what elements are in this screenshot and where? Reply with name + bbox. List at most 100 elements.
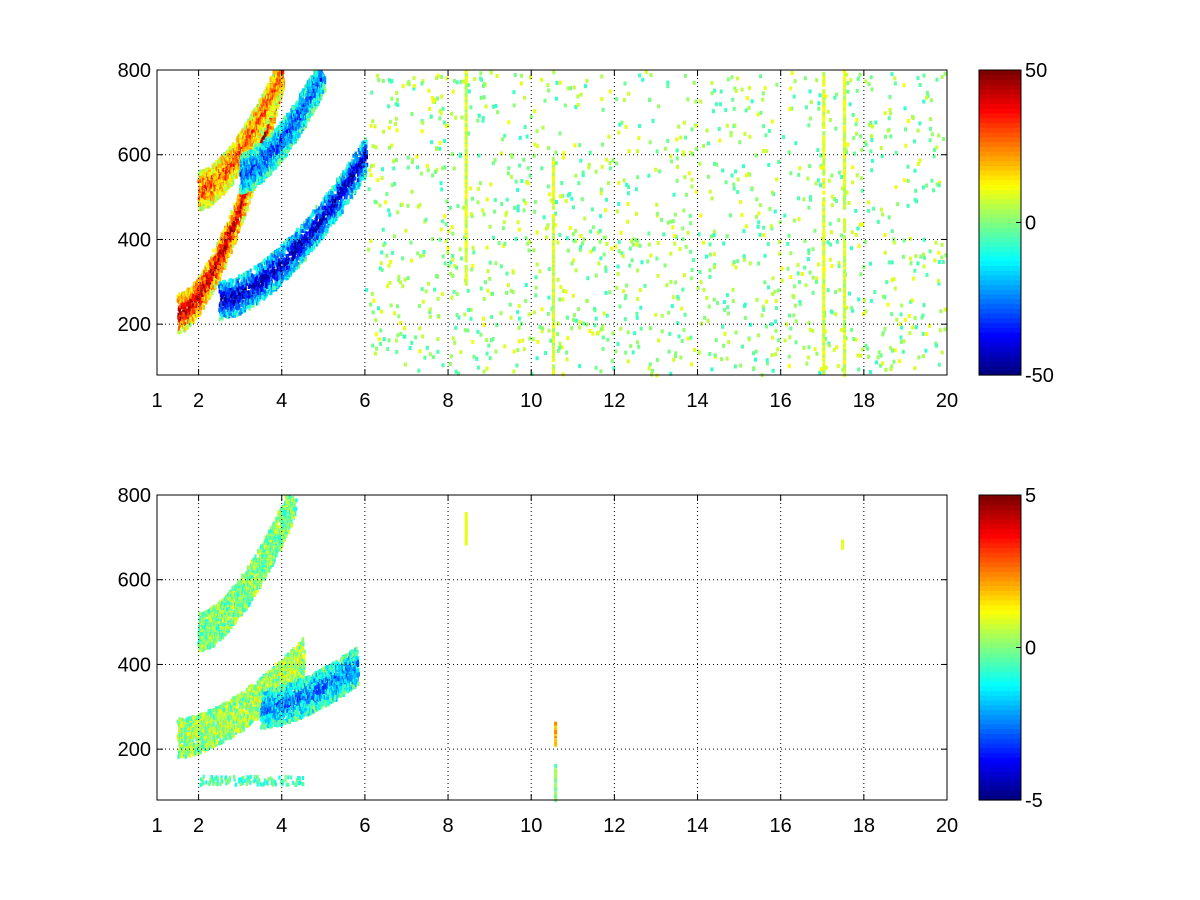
heatmap-cell: [278, 251, 281, 256]
heatmap-cell: [341, 210, 344, 214]
heatmap-cell: [333, 184, 336, 189]
heatmap-cell: [197, 291, 200, 296]
heatmap-cell: [205, 299, 208, 304]
heatmap-cell: [264, 266, 267, 271]
heatmap-cell: [237, 165, 240, 170]
heatmap-cell: [199, 310, 202, 315]
heatmap-cell: [364, 163, 368, 168]
heatmap-cell: [223, 282, 226, 287]
heatmap-cell: [339, 186, 342, 191]
heatmap-cell: [336, 199, 339, 204]
heatmap-cell: [224, 176, 227, 181]
heatmap-cell: [300, 248, 303, 253]
heatmap-cell: [205, 263, 208, 268]
heatmap-cell: [198, 292, 201, 297]
heatmap-cell: [186, 287, 189, 292]
heatmap-cell: [236, 291, 239, 296]
heatmap-cell: [259, 294, 262, 299]
heatmap-cell: [199, 306, 202, 311]
heatmap-cell: [178, 318, 181, 323]
heatmap-cells: [176, 70, 948, 378]
heatmap-cell: [333, 199, 336, 203]
heatmap-cell: [199, 278, 202, 283]
heatmap-cell: [271, 126, 274, 131]
heatmap-cell: [291, 243, 294, 248]
heatmap-cell: [331, 191, 334, 196]
heatmap-cell: [347, 199, 350, 204]
heatmap-cell: [287, 246, 290, 251]
heatmap-cell: [237, 194, 240, 199]
heatmap-cell: [331, 185, 334, 190]
heatmap-cell: [194, 291, 197, 296]
heatmap-cell: [338, 178, 341, 183]
heatmap-cell: [283, 252, 286, 257]
heatmap-cell: [275, 111, 278, 115]
heatmap-cell: [354, 170, 357, 175]
heatmap-cell: [176, 298, 179, 303]
heatmap-cell: [357, 157, 360, 162]
heatmap-cell: [181, 302, 185, 307]
heatmap-cell: [298, 239, 301, 244]
heatmap-cell: [271, 261, 275, 266]
heatmap-cell: [201, 276, 204, 280]
heatmap-cell: [193, 310, 196, 314]
heatmap-cell: [206, 272, 209, 276]
heatmap-cell: [238, 304, 241, 309]
heatmap-cell: [204, 284, 207, 289]
heatmap-cell: [180, 302, 183, 307]
heatmap-cell: [315, 204, 318, 209]
heatmap-cell: [188, 289, 191, 294]
heatmap-cell: [305, 233, 308, 238]
heatmap-cell: [184, 327, 187, 332]
heatmap-cell: [179, 300, 182, 305]
heatmap-cell: [179, 330, 182, 335]
heatmap-cell: [203, 270, 206, 275]
heatmap-cell: [331, 196, 334, 201]
heatmap-cell: [199, 299, 202, 304]
heatmap-cell: [218, 284, 221, 289]
heatmap-cell: [219, 179, 222, 184]
heatmap-cell: [217, 257, 220, 262]
heatmap-cell: [180, 320, 183, 325]
heatmap-cell: [193, 314, 196, 318]
heatmap-cell: [218, 317, 221, 322]
heatmap-cell: [271, 119, 274, 124]
heatmap-cell: [312, 209, 315, 214]
heatmap-cell: [177, 330, 180, 335]
heatmap-cell: [352, 166, 355, 171]
heatmap-cell: [181, 299, 184, 304]
heatmap-cell: [246, 204, 249, 209]
heatmap-cell: [203, 276, 206, 281]
heatmap-cell: [321, 225, 324, 230]
heatmap-cell: [194, 316, 197, 321]
heatmap-cell: [323, 232, 326, 237]
heatmap-cell: [221, 188, 224, 193]
heatmap-cell: [281, 275, 284, 280]
heatmap-cell: [199, 304, 202, 309]
heatmap-cell: [192, 316, 195, 321]
heatmap-cell: [322, 216, 325, 220]
heatmap-cell: [185, 314, 188, 319]
heatmap-cell: [188, 308, 191, 313]
heatmap-cell: [214, 284, 217, 288]
heatmap-cell: [365, 144, 368, 149]
heatmap-cell: [203, 296, 206, 301]
heatmap-cell: [326, 228, 329, 233]
heatmap-cell: [305, 225, 308, 230]
heatmap-cell: [184, 310, 187, 315]
heatmap-cell: [234, 232, 237, 237]
heatmap-cell: [277, 271, 280, 276]
heatmap-cell: [227, 309, 231, 314]
heatmap-cell: [182, 309, 185, 314]
heatmap-cell: [241, 285, 245, 289]
heatmap-cell: [202, 283, 205, 288]
heatmap-cell: [228, 253, 231, 257]
heatmap-cell: [179, 303, 182, 308]
heatmap-cell: [182, 327, 185, 332]
heatmap-cell: [196, 283, 199, 288]
heatmap-cell: [261, 295, 264, 300]
heatmap-cell: [212, 248, 215, 253]
heatmap-cell: [245, 198, 248, 203]
heatmap-cell: [210, 191, 213, 195]
heatmap-cell: [296, 227, 299, 232]
